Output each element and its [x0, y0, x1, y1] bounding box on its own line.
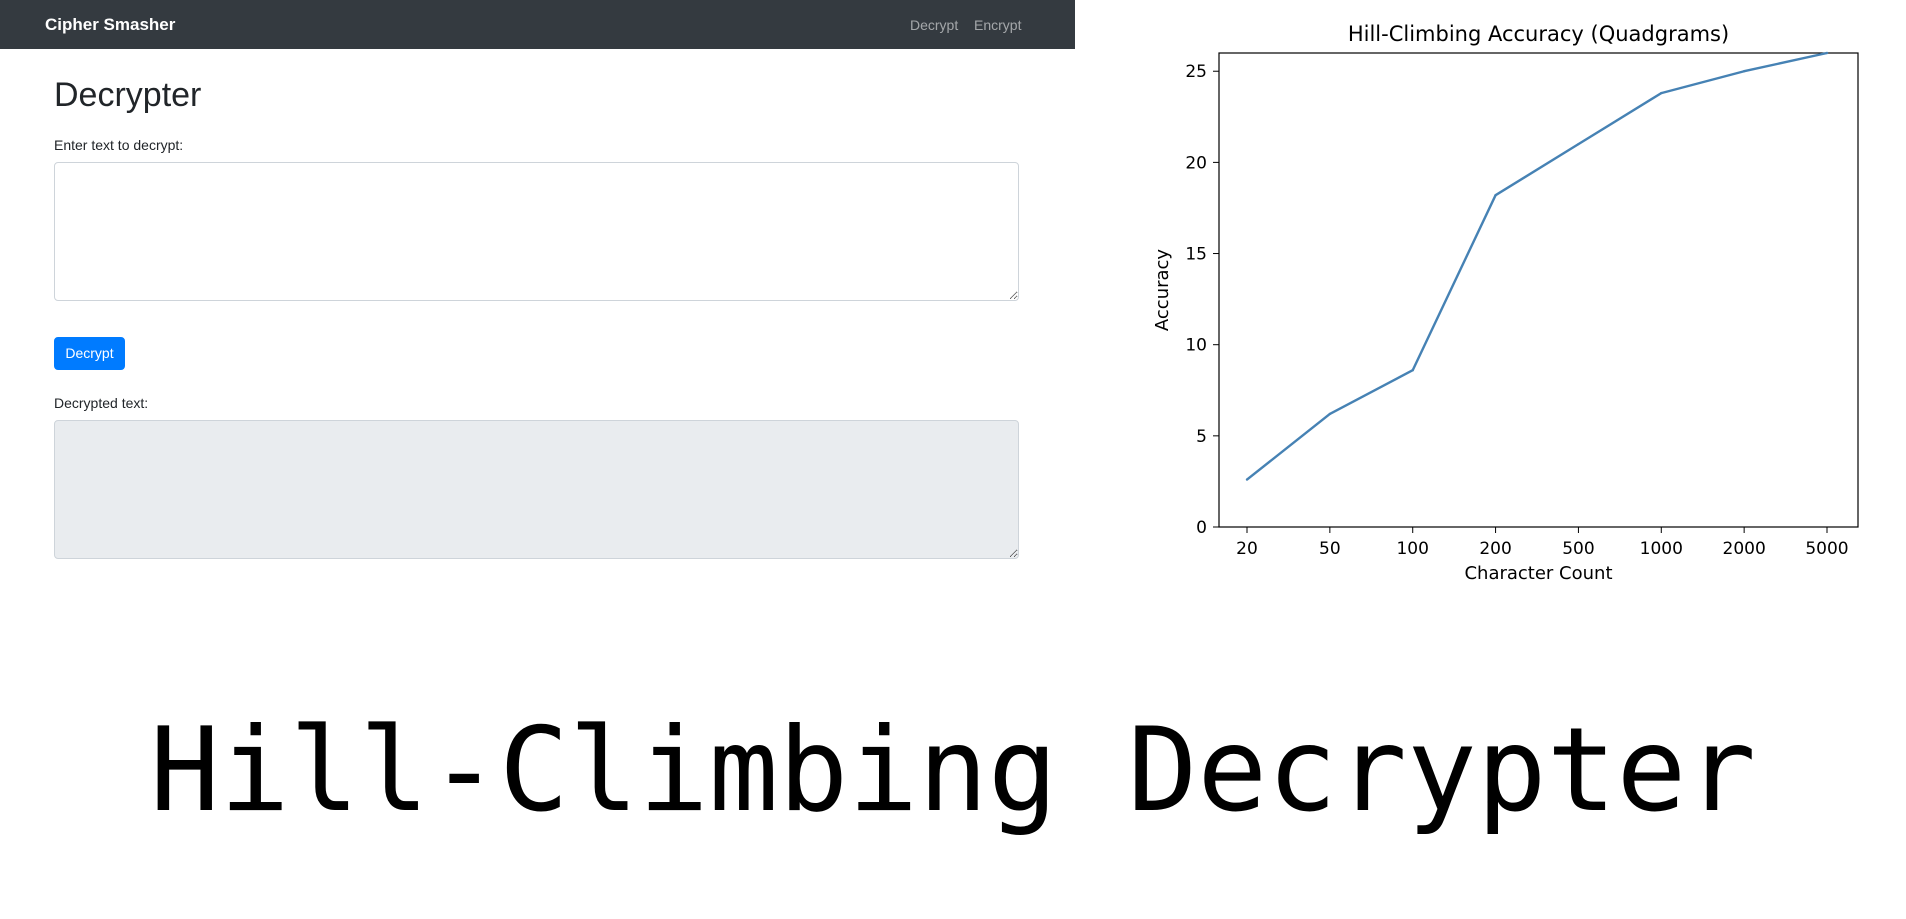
decrypted-output	[54, 420, 1019, 559]
caption-title: Hill-Climbing Decrypter	[149, 703, 1757, 838]
data-point	[1245, 478, 1249, 481]
x-tick-label: 1000	[1640, 539, 1683, 559]
input-label: Enter text to decrypt:	[54, 137, 184, 153]
x-tick-label: 100	[1396, 539, 1428, 559]
data-point	[1577, 142, 1580, 146]
x-tick-label: 2000	[1723, 539, 1766, 559]
y-tick-label: 0	[1196, 518, 1207, 538]
ciphertext-input[interactable]	[54, 162, 1019, 301]
x-tick-label: 5000	[1805, 539, 1848, 559]
accuracy-chart-svg: Hill-Climbing Accuracy (Quadgrams)20 50 10…	[1152, 22, 1859, 584]
y-tick-label: 25	[1185, 62, 1207, 82]
x-tick-label: 20	[1236, 539, 1258, 559]
x-tick-label: 500	[1562, 539, 1594, 559]
y-tick-label: 5	[1196, 427, 1207, 447]
data-point	[1494, 194, 1497, 197]
data-point	[1825, 51, 1829, 55]
decrypt-button[interactable]: Decrypt	[54, 337, 125, 370]
navbar-brand[interactable]: Cipher Smasher	[45, 15, 176, 34]
navbar: Cipher Smasher Decrypt Encrypt	[0, 0, 1075, 49]
accuracy-chart: Hill-Climbing Accuracy (Quadgrams) 20 50 10…	[1140, 0, 1870, 600]
nav-link-decrypt[interactable]: Decrypt	[910, 17, 959, 33]
chart-title: Hill-Climbing Accuracy (Quadgrams)	[1348, 22, 1729, 46]
y-axis-label: Accuracy	[1152, 249, 1173, 332]
data-point	[1742, 70, 1746, 73]
y-tick-label: 10	[1185, 336, 1207, 356]
x-tick-label: 200	[1479, 539, 1511, 559]
data-point	[1411, 369, 1414, 372]
y-tick-label: 15	[1185, 245, 1207, 265]
page-title: Decrypter	[54, 76, 202, 114]
plot-frame	[1218, 52, 1859, 528]
data-point	[1328, 412, 1332, 416]
accuracy-series-line	[1246, 51, 1828, 481]
y-tick-label: 20	[1185, 153, 1207, 173]
cipher-smasher-app: Cipher Smasher Decrypt Encrypt Decrypter…	[0, 0, 1075, 600]
output-label: Decrypted text:	[54, 395, 149, 411]
x-tick-label: 50	[1319, 539, 1341, 559]
x-axis-label: Character Count	[1464, 563, 1612, 584]
nav-link-encrypt[interactable]: Encrypt	[974, 17, 1022, 33]
data-point	[1660, 91, 1663, 95]
